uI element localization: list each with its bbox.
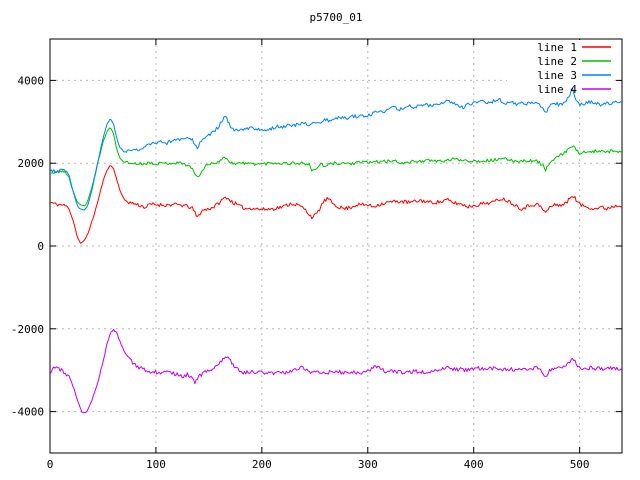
- legend-label: line 3: [537, 69, 577, 82]
- series-line-line-3: [50, 87, 622, 211]
- y-tick-label: -4000: [11, 406, 44, 419]
- x-tick-label: 500: [570, 458, 590, 471]
- y-tick-label: 4000: [18, 74, 45, 87]
- series-line-line-2: [50, 127, 622, 207]
- legend-label: line 4: [537, 83, 577, 96]
- legend-label: line 1: [537, 41, 577, 54]
- axis-tick-labels: 0 100 200 300 400 500 -4000 -2000 0 2000 4000: [11, 74, 590, 471]
- legend-box: [507, 40, 613, 97]
- x-tick-label: 200: [252, 458, 272, 471]
- x-tick-label: 300: [358, 458, 378, 471]
- series-line-line-1: [50, 165, 622, 244]
- chart-title: p5700_01: [310, 11, 363, 24]
- y-tick-label: 0: [37, 240, 44, 253]
- x-tick-label: 400: [464, 458, 484, 471]
- x-tick-label: 0: [47, 458, 54, 471]
- x-tick-label: 100: [146, 458, 166, 471]
- legend-label: line 2: [537, 55, 577, 68]
- legend-background: [507, 40, 613, 97]
- series-line-line-4: [50, 328, 622, 414]
- y-tick-label: 2000: [18, 157, 45, 170]
- y-tick-label: -2000: [11, 323, 44, 336]
- grid-lines: [50, 39, 622, 453]
- data-series: [50, 87, 622, 414]
